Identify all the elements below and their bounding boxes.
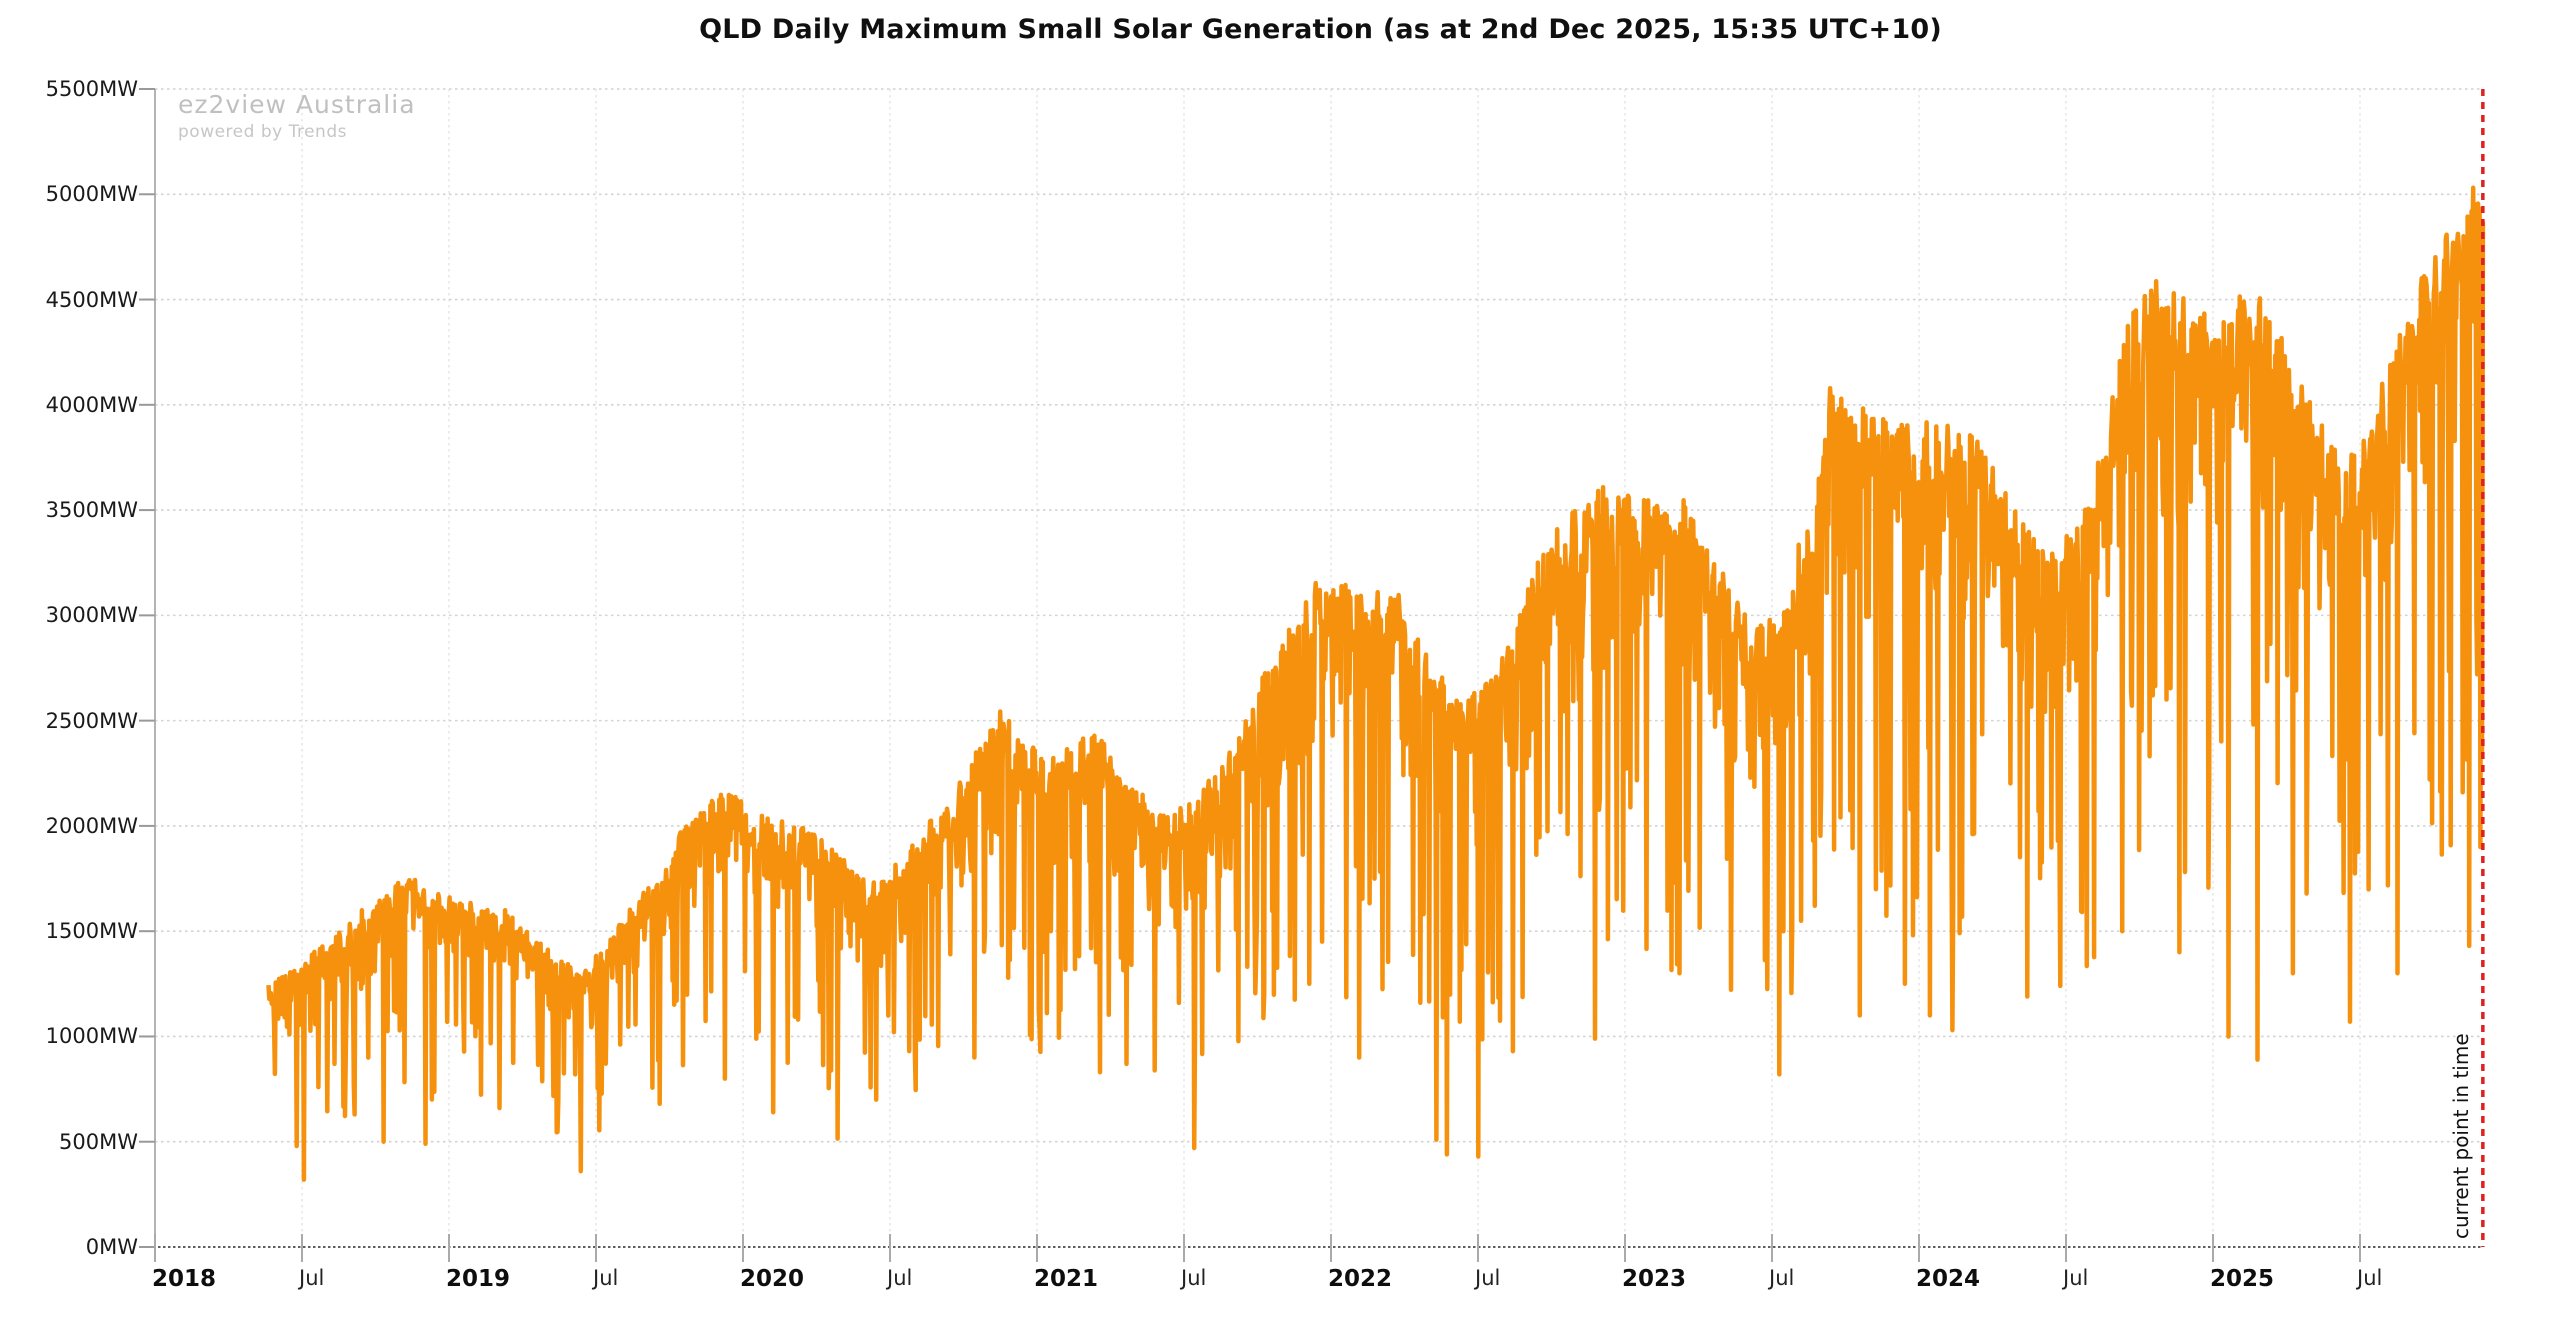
y-tick-label: 4500MW — [45, 287, 138, 312]
y-tick-label: 1500MW — [45, 919, 138, 944]
x-tick-label-year: 2020 — [740, 1266, 805, 1292]
x-tick-label-year: 2022 — [1328, 1266, 1393, 1292]
y-tick-label: 4000MW — [45, 392, 138, 417]
y-tick-label: 2000MW — [45, 813, 138, 838]
x-tick-label-jul: Jul — [887, 1266, 913, 1290]
y-tick-label: 3000MW — [45, 603, 138, 628]
y-tick-label: 5000MW — [45, 182, 138, 207]
y-tick-label: 1000MW — [45, 1024, 138, 1049]
x-tick-label-jul: Jul — [299, 1266, 325, 1290]
solar-series-line — [266, 185, 2486, 1182]
x-tick-label-jul: Jul — [1769, 1266, 1795, 1290]
y-tick-label: 5500MW — [45, 77, 138, 101]
y-tick-label: 2500MW — [45, 708, 138, 733]
x-tick-label-year: 2024 — [1916, 1266, 1981, 1292]
x-tick-label-year: 2023 — [1622, 1266, 1687, 1292]
x-tick-label-year: 2019 — [446, 1266, 511, 1292]
y-tick-label: 3500MW — [45, 498, 138, 523]
x-tick-label-jul: Jul — [1181, 1266, 1207, 1290]
current-point-label: current point in time — [2448, 1033, 2473, 1239]
x-tick-label-jul: Jul — [593, 1266, 619, 1290]
chart-title: QLD Daily Maximum Small Solar Generation… — [699, 14, 1942, 45]
x-tick-label-jul: Jul — [1475, 1266, 1501, 1290]
y-tick-label: 500MW — [59, 1129, 138, 1154]
x-tick-label-jul: Jul — [2063, 1266, 2089, 1290]
y-tick-label: 0MW — [85, 1235, 138, 1259]
x-tick-label-jul: Jul — [2357, 1266, 2383, 1290]
x-tick-label-year: 2025 — [2210, 1266, 2275, 1292]
x-tick-label-year: 2018 — [152, 1266, 217, 1292]
x-tick-label-year: 2021 — [1034, 1266, 1099, 1292]
